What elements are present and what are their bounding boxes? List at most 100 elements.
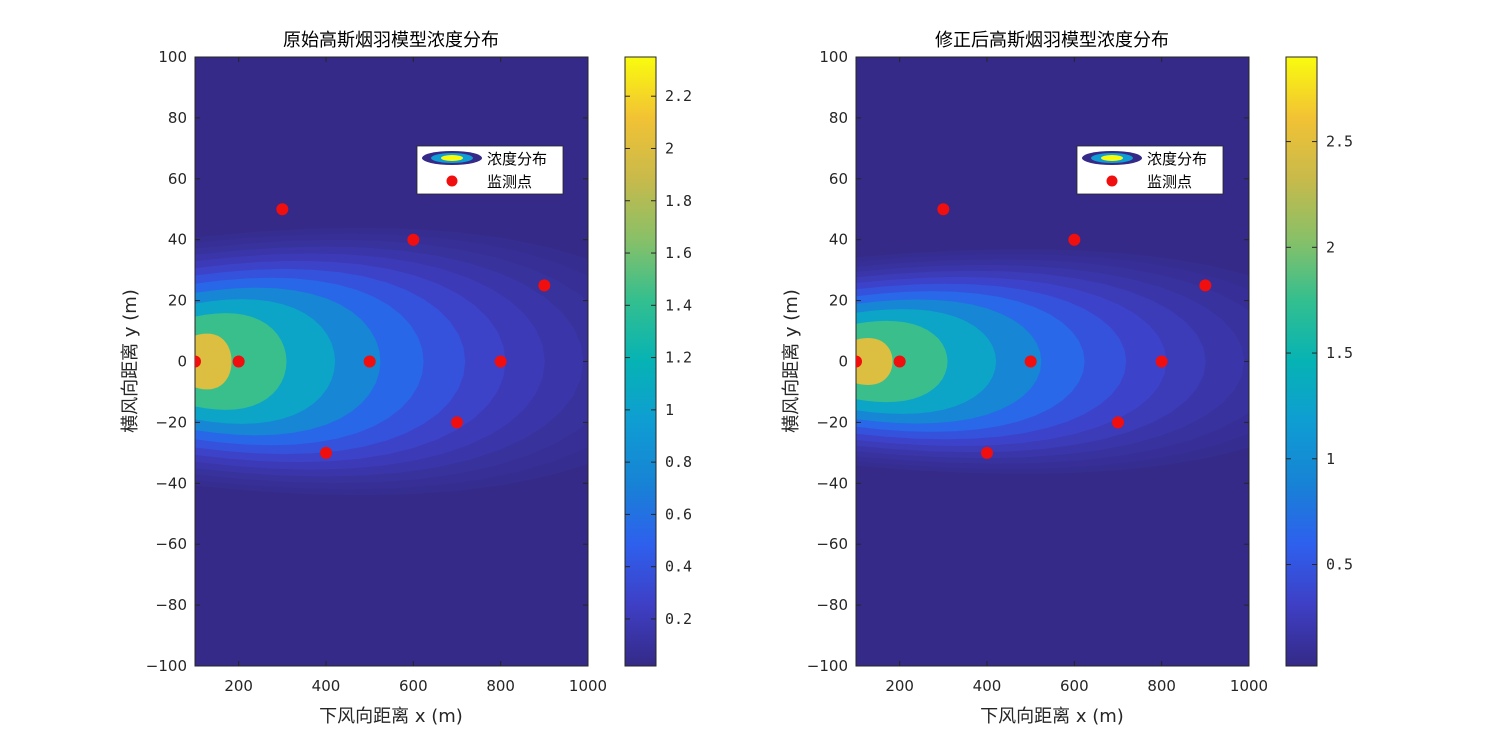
monitoring-point bbox=[1068, 233, 1081, 246]
contour-band bbox=[856, 338, 893, 385]
colorbar-tick-label: 1.5 bbox=[1326, 344, 1353, 362]
legend: 浓度分布 监测点 bbox=[416, 145, 564, 195]
colorbar-tick-label: 0.4 bbox=[665, 558, 692, 576]
monitoring-point bbox=[1024, 355, 1037, 368]
colorbar: 0.2 0.4 0.6 0.8 1 1.2 1.4 1.6 1.8 2 2.2 bbox=[624, 56, 692, 667]
colorbar-tick-label: 2.5 bbox=[1326, 133, 1353, 151]
y-tick-label: −20 bbox=[816, 413, 848, 431]
colorbar-tick-label: 1.8 bbox=[665, 192, 692, 210]
chart-corrected: 修正后高斯烟羽模型浓度分布 200 400 600 800 1000−100−80−60… bbox=[781, 30, 1353, 727]
chart-title: 修正后高斯烟羽模型浓度分布 bbox=[935, 30, 1169, 51]
contour-band bbox=[195, 313, 287, 410]
monitoring-point bbox=[320, 446, 332, 459]
y-tick-label: 20 bbox=[829, 292, 848, 310]
legend-marker-monitoring bbox=[446, 175, 458, 187]
colorbar-tick-label: 0.6 bbox=[665, 505, 692, 523]
contour-plot-area bbox=[195, 57, 588, 666]
colorbar-tick-label: 0.8 bbox=[665, 453, 692, 471]
legend-contour-icon bbox=[422, 151, 482, 165]
chart-title: 原始高斯烟羽模型浓度分布 bbox=[283, 30, 499, 51]
x-tick-label: 600 bbox=[399, 677, 428, 695]
y-tick-label: 20 bbox=[168, 292, 187, 310]
monitoring-point bbox=[407, 233, 420, 246]
monitoring-point bbox=[937, 203, 950, 216]
colorbar-tick-label: 2 bbox=[1326, 238, 1335, 256]
monitoring-point bbox=[363, 355, 376, 368]
axis-ticks: 200 400 600 800 1000 −100 −80 −60 −40 −20 0 20 40 60 8… bbox=[146, 48, 607, 695]
y-tick-label: 60 bbox=[168, 170, 187, 188]
legend-contour-icon bbox=[1082, 151, 1142, 165]
contour-layer bbox=[195, 227, 588, 496]
x-tick-label: 200 bbox=[224, 677, 253, 695]
y-axis-label: 横风向距离 y (m) bbox=[781, 289, 802, 433]
x-tick-label: 800 bbox=[486, 677, 515, 695]
monitoring-points bbox=[856, 203, 1212, 459]
contour-band bbox=[195, 333, 232, 390]
legend-entry-concentration: 浓度分布 bbox=[487, 150, 547, 168]
y-tick-label: −40 bbox=[155, 474, 187, 492]
x-tick-label: 800 bbox=[1147, 677, 1176, 695]
monitoring-point bbox=[195, 355, 201, 368]
y-tick-label: 60 bbox=[829, 170, 848, 188]
y-tick-label: 0 bbox=[177, 353, 187, 371]
colorbar-tick-label: 2 bbox=[665, 139, 674, 157]
x-tick-label: 600 bbox=[1060, 677, 1089, 695]
y-tick-label: −20 bbox=[155, 413, 187, 431]
y-tick-label: −100 bbox=[807, 657, 848, 675]
colorbar-tick-label: 1 bbox=[1326, 450, 1335, 468]
colorbar: 0.5 1 1.5 2 2.5 bbox=[1285, 56, 1353, 667]
monitoring-point bbox=[1155, 355, 1168, 368]
monitoring-points bbox=[195, 203, 551, 459]
y-tick-label: 40 bbox=[168, 231, 187, 249]
monitoring-point bbox=[232, 355, 245, 368]
y-tick-label: −80 bbox=[155, 596, 187, 614]
legend: 浓度分布 监测点 bbox=[1076, 145, 1224, 195]
x-tick-label: 200 bbox=[885, 677, 914, 695]
y-tick-label: 40 bbox=[829, 231, 848, 249]
monitoring-point bbox=[538, 279, 551, 292]
x-axis-label: 下风向距离 x (m) bbox=[980, 706, 1124, 727]
colorbar-gradient bbox=[1285, 56, 1318, 667]
monitoring-point bbox=[1112, 416, 1124, 429]
chart-original: 原始高斯烟羽模型浓度分布 200 400 600 800 1000−100−80−60−… bbox=[120, 30, 692, 727]
legend-entry-concentration: 浓度分布 bbox=[1147, 150, 1207, 168]
monitoring-point bbox=[494, 355, 507, 368]
y-tick-label: 100 bbox=[819, 48, 848, 66]
colorbar-tick-label: 0.2 bbox=[665, 610, 692, 628]
monitoring-point bbox=[893, 355, 906, 368]
colorbar-tick-label: 0.5 bbox=[1326, 556, 1353, 574]
monitoring-point bbox=[981, 446, 993, 459]
monitoring-point bbox=[451, 416, 463, 429]
contour-layer bbox=[856, 249, 1249, 474]
y-tick-label: −100 bbox=[146, 657, 187, 675]
x-axis-label: 下风向距离 x (m) bbox=[319, 706, 463, 727]
legend-entry-monitoring: 监测点 bbox=[1147, 173, 1192, 191]
y-tick-label: 100 bbox=[158, 48, 187, 66]
colorbar-gradient bbox=[624, 56, 657, 667]
x-tick-label: 1000 bbox=[569, 677, 607, 695]
y-tick-label: 80 bbox=[829, 109, 848, 127]
legend-marker-monitoring bbox=[1106, 175, 1118, 187]
x-tick-label: 1000 bbox=[1230, 677, 1268, 695]
monitoring-point bbox=[276, 203, 289, 216]
colorbar-tick-label: 1.6 bbox=[665, 244, 692, 262]
monitoring-point bbox=[1199, 279, 1212, 292]
axis-ticks: 200 400 600 800 1000 −100 −80 −60 −40 −20 0 20 40 60 8… bbox=[807, 48, 1268, 695]
colorbar-tick-label: 1.4 bbox=[665, 296, 692, 314]
y-tick-label: −40 bbox=[816, 474, 848, 492]
legend-entry-monitoring: 监测点 bbox=[487, 173, 532, 191]
x-tick-label: 400 bbox=[312, 677, 341, 695]
contour-band bbox=[856, 320, 948, 403]
colorbar-tick-label: 1 bbox=[665, 401, 674, 419]
y-tick-label: −80 bbox=[816, 596, 848, 614]
colorbar-ticks: 0.5 1 1.5 2 2.5 bbox=[1286, 133, 1353, 574]
colorbar-ticks: 0.2 0.4 0.6 0.8 1 1.2 1.4 1.6 1.8 2 2.2 bbox=[625, 87, 692, 628]
y-axis-label: 横风向距离 y (m) bbox=[120, 289, 141, 433]
colorbar-tick-label: 2.2 bbox=[665, 87, 692, 105]
x-tick-label: 400 bbox=[973, 677, 1002, 695]
y-tick-label: −60 bbox=[155, 535, 187, 553]
monitoring-point bbox=[856, 355, 862, 368]
colorbar-tick-label: 1.2 bbox=[665, 349, 692, 367]
y-tick-label: 80 bbox=[168, 109, 187, 127]
